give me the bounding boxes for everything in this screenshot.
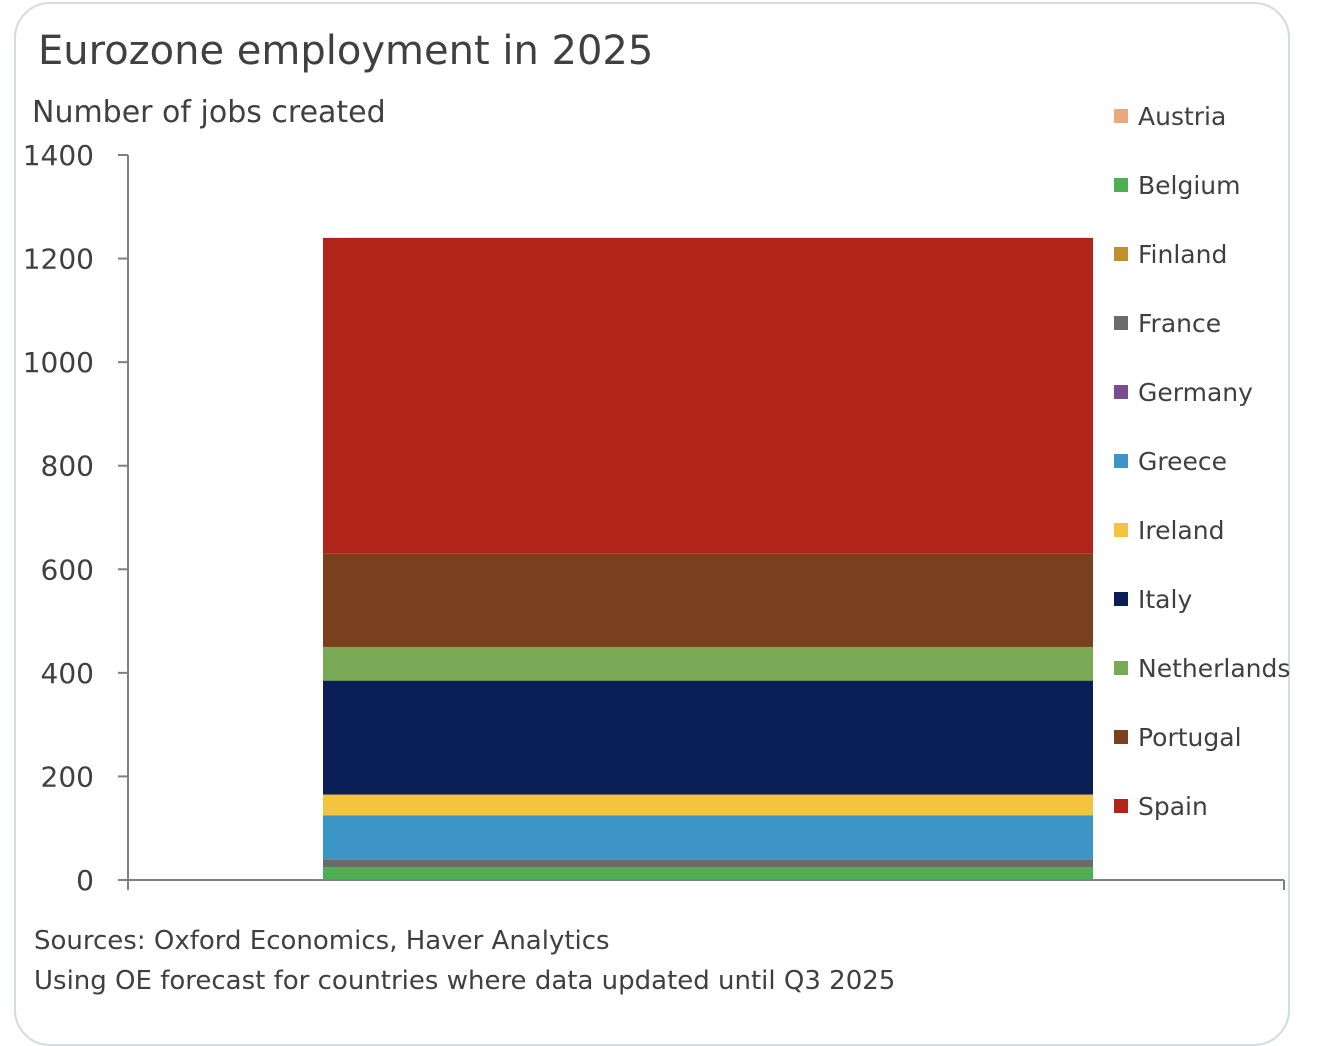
forecast-note: Using OE forecast for countries where da…: [34, 966, 896, 996]
y-tick-label: 800: [41, 450, 94, 483]
legend-swatch: [1114, 730, 1128, 744]
stacked-bar-chart: 0 200 400 600 800 1000 1200 1400: [23, 139, 1285, 897]
legend-item-france: France: [1114, 305, 1221, 341]
bar-segment-ireland: [323, 794, 1093, 816]
bar-segment-greece: [323, 815, 1093, 860]
y-tick-label: 400: [41, 657, 94, 690]
legend-swatch: [1114, 385, 1128, 399]
legend-item-finland: Finland: [1114, 236, 1227, 272]
y-tick-label: 1000: [23, 346, 94, 379]
bar-segment-spain: [323, 237, 1093, 554]
legend-label: Greece: [1138, 446, 1227, 476]
legend-label: Belgium: [1138, 170, 1241, 200]
y-tick-label: 200: [41, 760, 94, 793]
legend-item-ireland: Ireland: [1114, 512, 1224, 548]
legend-label: Netherlands: [1138, 653, 1291, 683]
legend-item-austria: Austria: [1114, 98, 1226, 134]
bar-segment-france: [323, 859, 1093, 868]
legend-label: Finland: [1138, 239, 1228, 269]
legend-label: Italy: [1138, 584, 1193, 614]
bar-segment-netherlands: [323, 646, 1093, 681]
legend-item-spain: Spain: [1114, 788, 1208, 824]
legend-item-greece: Greece: [1114, 443, 1227, 479]
bar-segment-italy: [323, 680, 1093, 795]
bar-segment-portugal: [323, 553, 1093, 647]
chart-title: Eurozone employment in 2025: [38, 28, 654, 74]
legend-label: Portugal: [1138, 722, 1242, 752]
legend-label: Austria: [1138, 101, 1227, 131]
y-axis-label: Number of jobs created: [32, 95, 386, 130]
y-tick-label: 1200: [23, 243, 94, 276]
legend-swatch: [1114, 109, 1128, 123]
legend-swatch: [1114, 592, 1128, 606]
source-note: Sources: Oxford Economics, Haver Analyti…: [34, 926, 610, 956]
y-tick-label: 600: [41, 553, 94, 586]
legend-item-portugal: Portugal: [1114, 719, 1242, 755]
legend-label: Germany: [1138, 377, 1253, 407]
legend-swatch: [1114, 247, 1128, 261]
y-tick-label: 1400: [23, 139, 94, 172]
bar-segment-belgium: [323, 867, 1093, 880]
legend-swatch: [1114, 523, 1128, 537]
legend-swatch: [1114, 316, 1128, 330]
legend-swatch: [1114, 799, 1128, 813]
legend-label: Ireland: [1138, 515, 1225, 545]
legend-label: Spain: [1138, 791, 1208, 821]
legend-item-germany: Germany: [1114, 374, 1253, 410]
legend-swatch: [1114, 178, 1128, 192]
legend-item-netherlands: Netherlands: [1114, 650, 1290, 686]
legend-swatch: [1114, 454, 1128, 468]
legend-item-belgium: Belgium: [1114, 167, 1241, 203]
y-tick-label: 0: [76, 864, 94, 897]
legend-item-italy: Italy: [1114, 581, 1192, 617]
legend-label: France: [1138, 308, 1222, 338]
legend-swatch: [1114, 661, 1128, 675]
